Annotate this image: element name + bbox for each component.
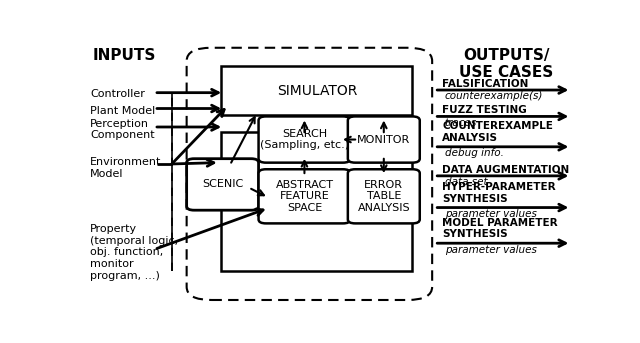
Text: ERROR
TABLE
ANALYSIS: ERROR TABLE ANALYSIS: [358, 180, 410, 213]
Text: Plant Model: Plant Model: [90, 106, 155, 116]
Text: SIMULATOR: SIMULATOR: [276, 84, 357, 98]
FancyBboxPatch shape: [221, 66, 412, 115]
Text: data set: data set: [445, 177, 487, 187]
FancyBboxPatch shape: [348, 169, 420, 223]
Text: INPUTS: INPUTS: [92, 48, 156, 63]
Text: SCENIC: SCENIC: [202, 179, 243, 189]
Text: Controller: Controller: [90, 89, 145, 99]
Text: OUTPUTS/
USE CASES: OUTPUTS/ USE CASES: [460, 48, 554, 80]
Text: HYPER-PARAMETER
SYNTHESIS: HYPER-PARAMETER SYNTHESIS: [442, 182, 556, 204]
Text: debug info.: debug info.: [445, 148, 504, 158]
Text: Environment
Model: Environment Model: [90, 157, 161, 179]
Text: parameter values: parameter values: [445, 245, 536, 255]
FancyBboxPatch shape: [348, 116, 420, 163]
Text: MONITOR: MONITOR: [357, 134, 410, 144]
Text: ABSTRACT
FEATURE
SPACE: ABSTRACT FEATURE SPACE: [275, 180, 333, 213]
Text: COUNTEREXAMPLE
ANALYSIS: COUNTEREXAMPLE ANALYSIS: [442, 121, 553, 143]
Text: DATA AUGMENTATION: DATA AUGMENTATION: [442, 165, 570, 175]
Text: SEARCH
(Sampling, etc.): SEARCH (Sampling, etc.): [260, 129, 349, 150]
Text: Property
(temporal logic,
obj. function,
monitor
program, ...): Property (temporal logic, obj. function,…: [90, 224, 178, 281]
Text: parameter values: parameter values: [445, 209, 536, 219]
Text: FALSIFICATION: FALSIFICATION: [442, 79, 529, 89]
Text: FUZZ TESTING: FUZZ TESTING: [442, 105, 527, 115]
FancyBboxPatch shape: [221, 132, 412, 271]
FancyBboxPatch shape: [187, 159, 259, 210]
Text: Perception
Component: Perception Component: [90, 119, 154, 140]
FancyBboxPatch shape: [259, 169, 350, 223]
FancyBboxPatch shape: [259, 116, 350, 163]
Text: traces: traces: [445, 118, 477, 128]
Text: MODEL PARAMETER
SYNTHESIS: MODEL PARAMETER SYNTHESIS: [442, 218, 557, 239]
Text: counterexample(s): counterexample(s): [445, 91, 543, 101]
